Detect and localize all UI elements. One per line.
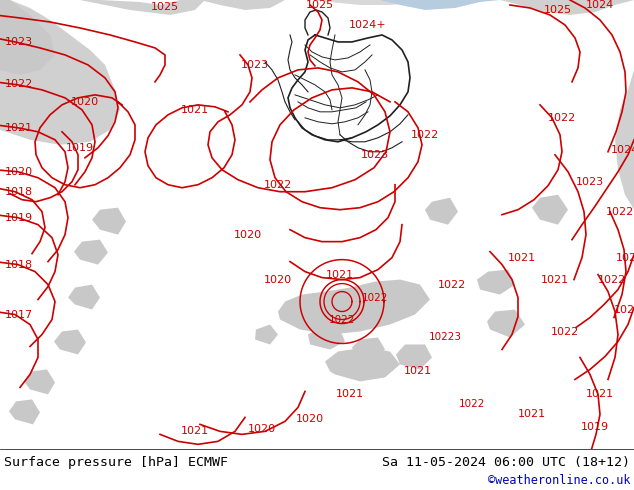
Text: 1021: 1021 (518, 409, 546, 419)
Text: 1022: 1022 (606, 207, 634, 217)
Text: 1022: 1022 (362, 293, 388, 302)
Polygon shape (500, 0, 634, 15)
Text: 1023: 1023 (5, 37, 33, 47)
Polygon shape (74, 240, 108, 265)
Text: 1022: 1022 (459, 399, 485, 410)
Text: 1020: 1020 (614, 305, 634, 315)
Polygon shape (352, 338, 385, 360)
Polygon shape (0, 0, 120, 145)
Text: 1021: 1021 (326, 270, 354, 280)
Text: 1020: 1020 (234, 230, 262, 240)
Text: 1022: 1022 (264, 180, 292, 190)
Text: 1024: 1024 (611, 145, 634, 155)
Text: 1019: 1019 (5, 213, 33, 222)
Text: 1021: 1021 (541, 274, 569, 285)
Text: 1022: 1022 (438, 280, 466, 290)
Polygon shape (310, 0, 450, 5)
Polygon shape (68, 285, 100, 310)
Text: 1023: 1023 (361, 150, 389, 160)
Text: 1022: 1022 (411, 130, 439, 140)
Text: 10223: 10223 (429, 333, 462, 343)
Text: 1017: 1017 (5, 310, 33, 319)
Text: 1025: 1025 (544, 5, 572, 15)
Polygon shape (278, 280, 430, 335)
Polygon shape (487, 310, 525, 338)
Text: 1021: 1021 (586, 390, 614, 399)
Text: 1021: 1021 (181, 426, 209, 437)
Text: 1024+: 1024+ (349, 20, 387, 30)
Polygon shape (200, 0, 285, 10)
Text: ©weatheronline.co.uk: ©weatheronline.co.uk (488, 473, 630, 487)
Text: 1021: 1021 (5, 123, 33, 133)
Text: 1021: 1021 (404, 367, 432, 376)
Text: 1020: 1020 (264, 274, 292, 285)
Text: 1025: 1025 (306, 0, 334, 10)
Polygon shape (532, 195, 568, 224)
Polygon shape (615, 0, 634, 210)
Text: 1022: 1022 (5, 79, 33, 89)
Text: Sa 11-05-2024 06:00 UTC (18+12): Sa 11-05-2024 06:00 UTC (18+12) (382, 456, 630, 469)
Text: 1021: 1021 (336, 390, 364, 399)
Polygon shape (477, 270, 515, 294)
Polygon shape (24, 369, 55, 394)
Text: 1021: 1021 (508, 253, 536, 263)
Text: 1022: 1022 (551, 326, 579, 337)
Polygon shape (0, 0, 205, 15)
Text: 1023: 1023 (241, 60, 269, 70)
Polygon shape (325, 347, 400, 381)
Text: 1018: 1018 (5, 187, 33, 196)
Text: 1020: 1020 (5, 167, 33, 177)
Text: Surface pressure [hPa] ECMWF: Surface pressure [hPa] ECMWF (4, 456, 228, 469)
Text: 1019: 1019 (66, 143, 94, 153)
Polygon shape (54, 329, 86, 354)
Text: 1022: 1022 (598, 274, 626, 285)
Polygon shape (0, 0, 55, 75)
Text: 1020: 1020 (71, 97, 99, 107)
Text: 1020: 1020 (296, 415, 324, 424)
Text: 1021: 1021 (616, 253, 634, 263)
Text: 1022: 1022 (548, 113, 576, 123)
Polygon shape (380, 0, 500, 10)
Polygon shape (9, 399, 40, 424)
Text: 1022: 1022 (329, 315, 355, 324)
Text: 1024: 1024 (586, 0, 614, 10)
Text: 1019: 1019 (581, 422, 609, 432)
Text: 1020: 1020 (248, 424, 276, 434)
Polygon shape (425, 197, 458, 224)
Polygon shape (396, 344, 432, 369)
Polygon shape (255, 324, 278, 344)
Text: 1025: 1025 (151, 2, 179, 12)
Text: 1018: 1018 (5, 260, 33, 270)
Polygon shape (92, 208, 126, 235)
Text: 1023: 1023 (576, 177, 604, 187)
Text: 1021: 1021 (181, 105, 209, 115)
Polygon shape (308, 327, 345, 349)
